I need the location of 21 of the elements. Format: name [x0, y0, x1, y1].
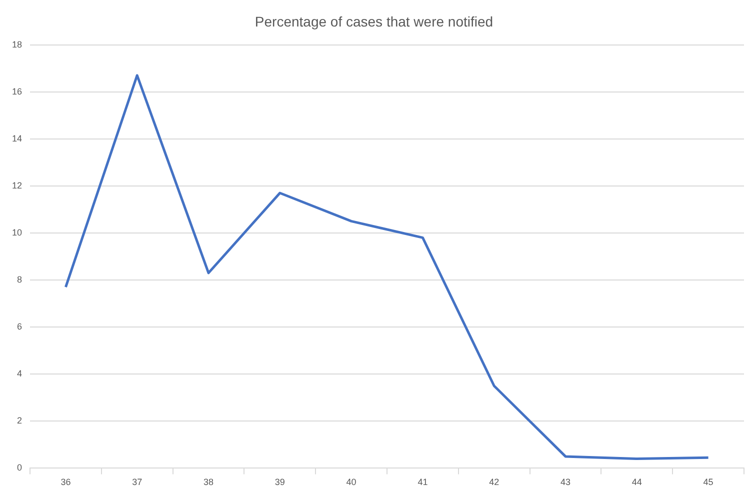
- y-tick-label: 4: [16, 368, 22, 379]
- chart-title: Percentage of cases that were notified: [254, 13, 494, 30]
- y-tick-label: 8: [16, 274, 22, 285]
- x-tick-label: 37: [132, 477, 142, 488]
- y-tick-label: 18: [12, 39, 22, 50]
- y-tick-label: 16: [12, 86, 22, 96]
- y-tick-label: 12: [12, 180, 22, 190]
- y-tick-label: 2: [16, 416, 22, 426]
- x-tick-label: 39: [274, 477, 285, 488]
- x-tick-label: 41: [418, 477, 428, 488]
- y-tick-label: 6: [16, 322, 22, 332]
- x-tick-label: 36: [60, 477, 71, 488]
- y-tick-label: 14: [12, 133, 22, 144]
- y-tick-label: 0: [16, 462, 22, 473]
- x-tick-label: 40: [346, 477, 356, 488]
- y-tick-label: 10: [12, 227, 22, 238]
- x-tick-label: 44: [632, 477, 642, 488]
- x-tick-label: 43: [560, 477, 571, 488]
- x-tick-label: 42: [489, 477, 500, 488]
- x-tick-label: 45: [703, 477, 714, 488]
- x-tick-label: 38: [204, 477, 214, 488]
